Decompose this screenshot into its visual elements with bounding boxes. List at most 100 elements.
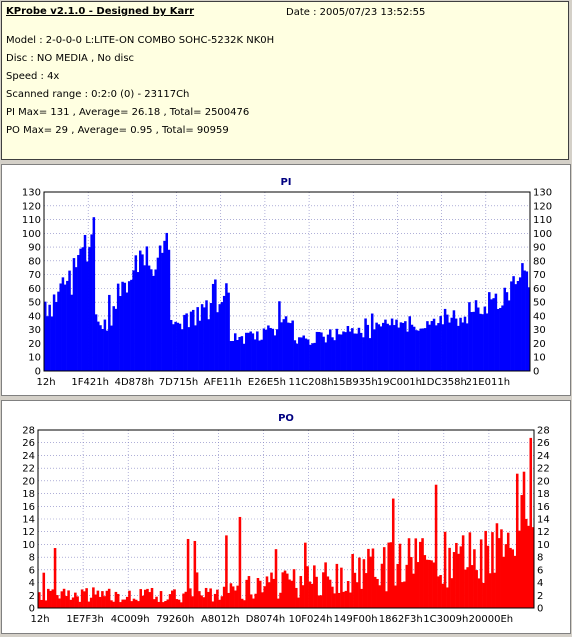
pi-bar	[94, 314, 98, 371]
pi-bar	[130, 279, 133, 371]
pi-bar	[216, 312, 219, 371]
po-bar	[247, 576, 251, 608]
pi-bar	[331, 337, 334, 371]
pi-bar	[158, 245, 162, 371]
pi-bar	[132, 270, 135, 371]
pi-xtick-label: E26E5h	[248, 377, 286, 388]
po-xtick-label: 20000Eh	[469, 614, 513, 625]
pi-bar	[393, 325, 396, 371]
po-bar	[128, 590, 131, 608]
po-xtick-label: A8012h	[201, 614, 240, 625]
po-ytick-left: 16	[22, 502, 35, 513]
po-bar	[495, 523, 499, 608]
pi-bar	[236, 340, 239, 371]
pi-ytick-right: 50	[533, 298, 546, 309]
pi-bar	[176, 322, 180, 371]
pi-bar	[147, 265, 151, 371]
info-panel: KProbe v2.1.0 - Designed by Karr Date : …	[1, 1, 569, 160]
po-ytick-left: 18	[22, 489, 35, 500]
po-bar	[506, 532, 510, 608]
pi-bar	[295, 343, 299, 371]
pi-bar	[446, 314, 449, 371]
pi-bar	[198, 320, 202, 371]
pi-bar	[457, 325, 460, 371]
pi-bar	[353, 333, 356, 371]
pi-bar	[134, 255, 138, 371]
pi-ytick-left: 30	[28, 325, 41, 336]
po-bar	[213, 593, 217, 608]
po-bar	[441, 583, 445, 608]
po-bar	[184, 591, 188, 608]
pi-chart-panel: PI 0 0 10 10 20 20 30 30 40 40 50 50 60 60 70 70 80 80 90 9…	[1, 164, 571, 396]
po-bar	[319, 595, 323, 608]
pi-xtick-label: 15B935h	[333, 377, 378, 388]
pi-bar	[271, 328, 275, 371]
po-bar	[367, 548, 370, 608]
po-bar	[509, 547, 512, 608]
po-bar	[164, 600, 167, 608]
po-bar	[466, 567, 469, 608]
pi-bar	[417, 330, 420, 371]
po-bar	[270, 572, 273, 608]
po-bar	[141, 595, 145, 608]
pi-xtick-label: 12h	[36, 377, 55, 388]
pi-bar	[472, 311, 476, 371]
po-ytick-right: 16	[537, 502, 550, 513]
pi-bar	[247, 332, 250, 371]
pi-bar	[300, 337, 303, 371]
pi-bar	[214, 279, 217, 371]
pi-bar	[240, 336, 244, 371]
po-bar	[143, 589, 147, 608]
pi-bar	[251, 333, 255, 371]
po-bar	[355, 582, 359, 608]
pi-bar	[238, 336, 241, 371]
pi-bar	[404, 321, 407, 371]
pi-bar	[227, 292, 230, 371]
po-bar	[225, 535, 228, 608]
pi-bar	[313, 342, 317, 371]
pi-bar	[90, 234, 93, 371]
po-bar	[488, 573, 492, 608]
po-bar	[267, 582, 271, 608]
pi-bar	[161, 252, 164, 371]
po-bar	[522, 471, 526, 608]
pi-bar	[167, 249, 171, 371]
pi-bar	[368, 338, 372, 371]
po-ytick-right: 4	[537, 578, 543, 589]
pi-ytick-right: 60	[533, 284, 546, 295]
po-chart-title: PO	[278, 413, 294, 424]
po-bar	[134, 599, 138, 608]
pi-bar	[55, 302, 58, 371]
pi-bar	[116, 283, 120, 371]
po-xtick-label: 10F024h	[289, 614, 333, 625]
pi-bar	[490, 299, 493, 371]
po-bar	[261, 592, 264, 608]
pi-bar	[437, 323, 440, 371]
pi-bar	[492, 298, 495, 371]
po-bar	[60, 591, 64, 608]
po-bar	[315, 576, 318, 608]
po-bar	[58, 598, 61, 608]
pi-bar	[68, 270, 71, 371]
pi-bar	[249, 331, 252, 371]
po-bar	[189, 588, 192, 608]
pi-chart-title: PI	[280, 177, 291, 188]
po-bar	[423, 555, 427, 608]
po-bar	[434, 484, 438, 608]
po-bar	[288, 579, 291, 608]
po-bar	[157, 601, 161, 608]
pi-bar	[97, 321, 100, 371]
po-bar	[335, 563, 339, 608]
po-bar	[198, 591, 201, 608]
po-bar	[103, 596, 106, 608]
po-bar	[346, 581, 350, 608]
pi-bar	[273, 335, 277, 371]
po-bar	[362, 559, 366, 608]
pi-bar	[196, 307, 199, 371]
pi-bar	[256, 331, 259, 371]
po-bar	[146, 588, 149, 608]
po-bar	[308, 581, 312, 608]
pi-bar	[324, 342, 328, 371]
pi-bar	[390, 318, 394, 371]
po-bar	[110, 600, 113, 608]
